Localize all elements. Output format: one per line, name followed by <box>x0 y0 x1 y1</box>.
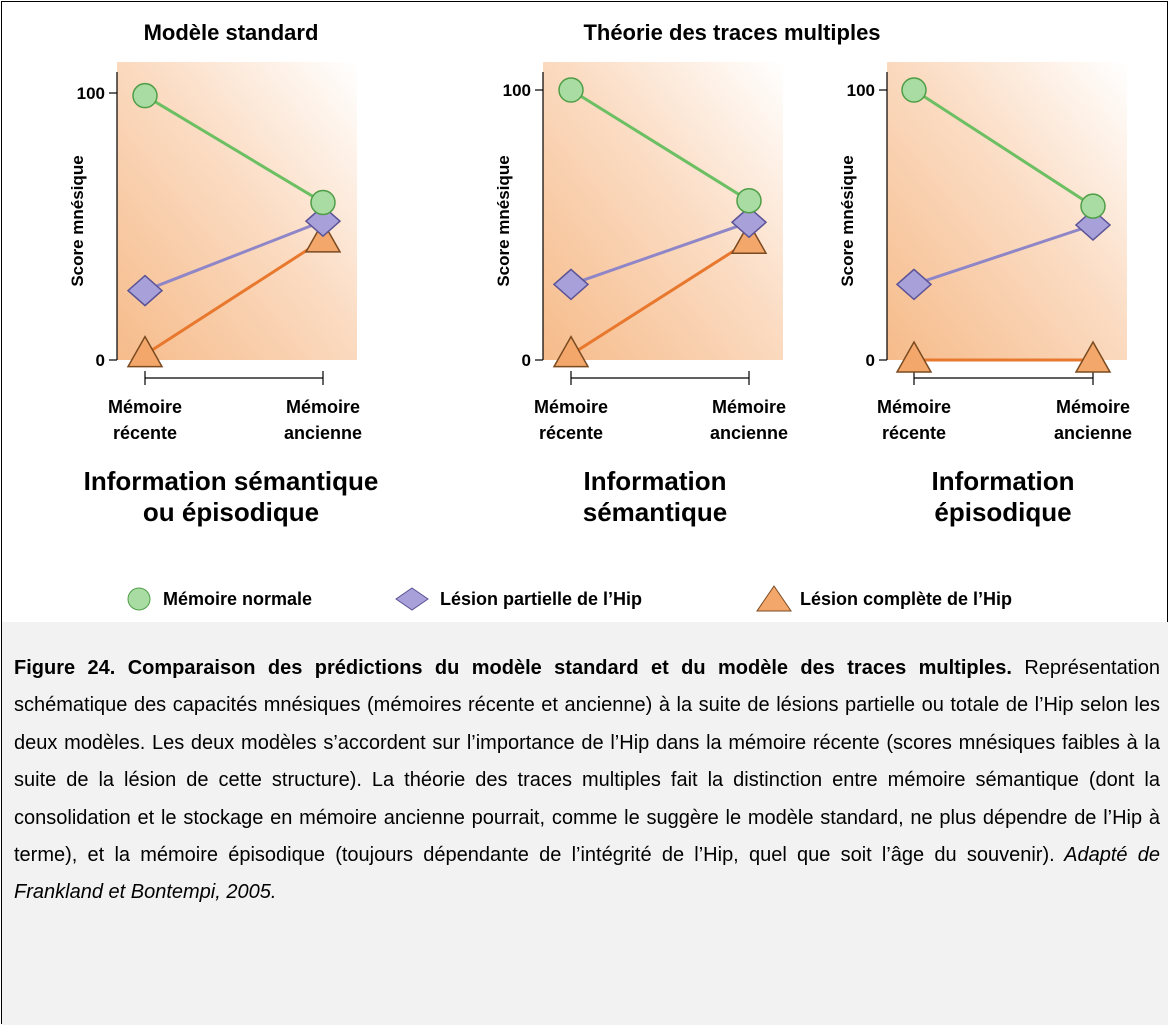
series-line <box>144 94 324 204</box>
y-tick-label: 100 <box>77 84 105 103</box>
normal-memory-point <box>310 189 336 216</box>
normal-memory-point <box>736 187 762 214</box>
partial-lesion-point <box>126 274 164 307</box>
complete-lesion-point <box>1074 340 1112 373</box>
series-line <box>570 239 750 356</box>
x-category-label: Mémoire <box>1056 397 1130 417</box>
normal-memory-point <box>901 77 927 103</box>
x-category-label: ancienne <box>284 423 362 443</box>
normal-memory-point <box>1080 193 1106 219</box>
y-tick-label: 0 <box>96 351 105 370</box>
chart-panel-1: 0 100 Score mnésique Mémoire récente Mémoire a… <box>68 62 378 527</box>
legend: Mémoire normale Lésion partielle de l’Hi… <box>127 585 1012 612</box>
partial-lesion-point <box>552 268 590 301</box>
y-tick-label: 100 <box>503 81 531 100</box>
information-type-label: Information <box>932 466 1075 496</box>
legend-label-partial: Lésion partielle de l’Hip <box>440 589 642 609</box>
y-tick-label: 100 <box>847 81 875 100</box>
legend-diamond-icon <box>395 587 429 611</box>
figure-caption: Figure 24. Comparaison des prédictions d… <box>14 650 1160 912</box>
y-axis-label: Score mnésique <box>838 155 857 286</box>
legend-triangle-icon <box>756 585 792 612</box>
caption-box <box>2 622 1168 1025</box>
x-category-label: Mémoire <box>534 397 608 417</box>
partial-lesion-point <box>730 206 768 239</box>
legend-label-normal: Mémoire normale <box>163 589 312 609</box>
information-type-label: Information <box>584 466 727 496</box>
x-category-label: ancienne <box>1054 423 1132 443</box>
series-line <box>144 219 324 292</box>
x-category-label: ancienne <box>710 423 788 443</box>
caption-text: Représentation schématique des capacités… <box>14 657 1160 867</box>
caption-title: Figure 24. Comparaison des prédictions d… <box>14 657 1012 679</box>
legend-label-complete: Lésion complète de l’Hip <box>800 589 1012 609</box>
complete-lesion-point <box>126 335 164 368</box>
x-category-label: Mémoire <box>286 397 360 417</box>
complete-lesion-point <box>895 340 933 373</box>
information-type-label: sémantique <box>583 497 728 527</box>
normal-memory-point <box>132 82 158 109</box>
y-axis-label: Score mnésique <box>494 155 513 286</box>
information-type-label: Information sémantique <box>84 466 379 496</box>
partial-lesion-point <box>895 268 933 301</box>
x-category-label: récente <box>539 423 603 443</box>
series-line <box>913 88 1094 208</box>
title-standard-model: Modèle standard <box>144 20 319 45</box>
legend-circle-icon <box>127 587 151 611</box>
partial-lesion-point <box>304 205 342 238</box>
complete-lesion-point <box>552 335 590 368</box>
figure-svg: Modèle standard Théorie des traces multi… <box>68 20 1132 612</box>
chart-panel-2: 0 100 Score mnésique Mémoire récente Mémoire a… <box>494 62 788 527</box>
x-category-label: récente <box>113 423 177 443</box>
partial-lesion-point <box>1074 208 1112 242</box>
series-line <box>144 238 324 356</box>
caption-source: Adapté de Frankland et Bontempi, 2005. <box>14 844 1160 904</box>
x-category-label: récente <box>882 423 946 443</box>
x-category-label: Mémoire <box>877 397 951 417</box>
chart-panel-3: 0 100 Score mnésique Mémoire récente Mémoire a… <box>838 62 1132 527</box>
title-multiple-traces: Théorie des traces multiples <box>583 20 880 45</box>
information-type-label: épisodique <box>934 497 1071 527</box>
y-tick-label: 0 <box>522 351 531 370</box>
series-line <box>913 223 1094 286</box>
normal-memory-point <box>558 77 584 103</box>
y-tick-label: 0 <box>866 351 875 370</box>
y-axis-label: Score mnésique <box>68 155 87 286</box>
information-type-label: ou épisodique <box>143 497 319 527</box>
series-line <box>570 220 750 286</box>
series-line <box>570 88 750 202</box>
x-category-label: Mémoire <box>108 397 182 417</box>
x-category-label: Mémoire <box>712 397 786 417</box>
